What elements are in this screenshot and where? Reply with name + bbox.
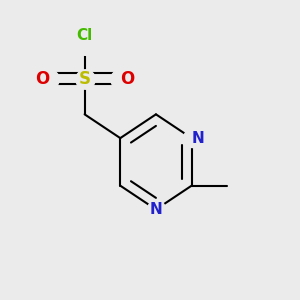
Text: Cl: Cl <box>76 28 93 43</box>
Text: O: O <box>120 70 134 88</box>
Text: S: S <box>79 70 91 88</box>
Text: N: N <box>150 202 162 217</box>
Text: O: O <box>35 70 49 88</box>
Text: N: N <box>192 130 204 146</box>
